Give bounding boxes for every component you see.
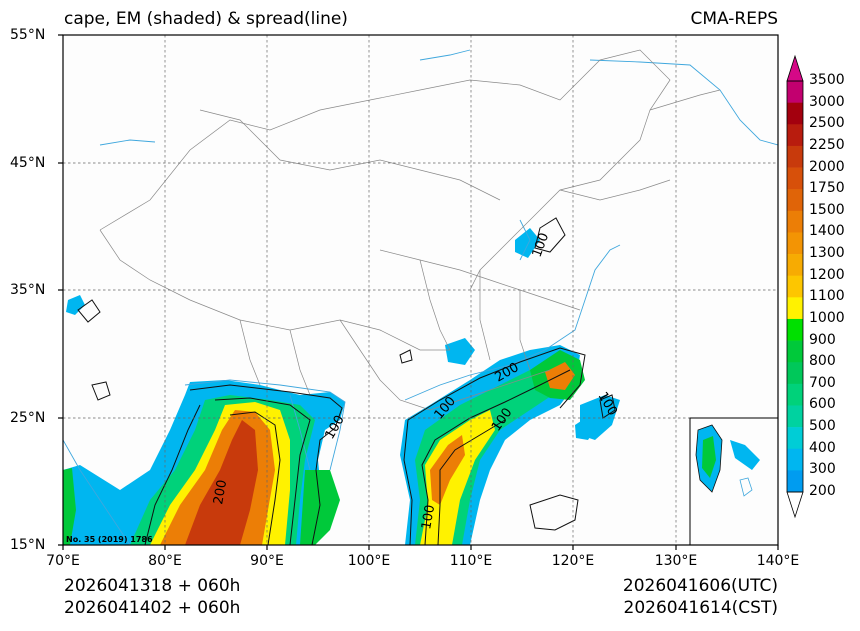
colorbar-label: 1000	[809, 309, 845, 326]
colorbar-segment	[787, 210, 803, 233]
colorbar-segment	[787, 232, 803, 255]
model-name: CMA-REPS	[690, 9, 778, 29]
lon-label: 70°E	[46, 553, 80, 569]
colorbar-label: 800	[809, 353, 836, 370]
colorbar-segment	[787, 145, 803, 168]
cape-region-korea-south	[575, 415, 598, 440]
cape-region-scs-high	[420, 410, 495, 545]
colorbar-label: 400	[809, 439, 836, 456]
scs-inset	[689, 417, 779, 546]
colorbar-label: 200	[809, 483, 836, 499]
lon-label: 110°E	[449, 553, 493, 569]
colorbar	[786, 54, 804, 519]
spread-contours	[77, 217, 616, 545]
lat-label: 35°N	[10, 282, 46, 298]
lon-label: 130°E	[654, 553, 698, 569]
colorbar-label: 1500	[809, 201, 845, 218]
contour-label: 100	[419, 504, 438, 531]
colorbar-segment	[787, 340, 803, 363]
lon-label: 120°E	[551, 553, 595, 569]
valid-time-cst: 2026041614(CST)	[623, 598, 778, 618]
cape-region-north	[515, 228, 540, 258]
colorbar-label: 500	[809, 418, 836, 435]
colorbar-label: 2250	[809, 136, 845, 153]
init-time-cst: 2026041402 + 060h	[64, 598, 241, 618]
lon-label: 140°E	[756, 553, 800, 569]
colorbar-segment	[787, 254, 803, 276]
lon-label: 90°E	[250, 553, 284, 569]
colorbar-segment	[787, 81, 803, 103]
colorbar-label: 600	[809, 396, 836, 413]
colorbar-segment	[787, 102, 803, 125]
cape-region-lake	[445, 338, 475, 365]
colorbar-bottom-arrow	[786, 491, 804, 519]
colorbar-segment	[787, 167, 803, 190]
colorbar-segment	[787, 124, 803, 147]
colorbar-segment	[787, 405, 803, 428]
lat-label: 25°N	[10, 410, 46, 426]
lat-label: 55°N	[10, 27, 46, 43]
cape-region-west	[66, 295, 85, 315]
cape-region-left-edge	[63, 468, 76, 545]
cape-shading	[63, 228, 620, 545]
colorbar-segment	[787, 318, 803, 341]
map-title: cape, EM (shaded) & spread(line)	[64, 9, 348, 29]
colorbar-segment	[787, 383, 803, 406]
lon-label: 100°E	[347, 553, 391, 569]
colorbar-segment	[787, 297, 803, 320]
lat-label: 15°N	[10, 537, 46, 553]
map-approval-number: No. 35 (2019) 1786	[66, 535, 153, 544]
colorbar-label: 1200	[809, 266, 845, 283]
graticule	[63, 35, 778, 545]
colorbar-label: 1400	[809, 223, 845, 240]
colorbar-label: 2500	[809, 115, 845, 132]
colorbar-segment	[787, 448, 803, 471]
colorbar-top-arrow	[786, 54, 804, 82]
colorbar-label: 1750	[809, 180, 845, 197]
colorbar-segment	[787, 189, 803, 212]
colorbar-label: 2000	[809, 158, 845, 175]
lat-label: 45°N	[10, 155, 46, 171]
colorbar-label: 3000	[809, 93, 845, 110]
valid-time-utc: 2026041606(UTC)	[622, 576, 778, 596]
colorbar-label: 700	[809, 374, 836, 391]
init-time-utc: 2026041318 + 060h	[64, 576, 241, 596]
colorbar-segment	[787, 427, 803, 450]
cape-region-ecoast-core	[545, 362, 575, 390]
cape-region-bengal-core	[185, 420, 258, 545]
axes-frame	[58, 34, 779, 550]
colorbar-label: 1100	[809, 288, 845, 305]
borders	[99, 49, 721, 411]
colorbar-segment	[787, 362, 803, 385]
colorbar-label: 300	[809, 461, 836, 478]
colorbar-label: 900	[809, 331, 836, 348]
colorbar-segment	[787, 275, 803, 298]
colorbar-label: 3500	[809, 72, 845, 88]
cape-region-scs-peak	[430, 435, 465, 505]
colorbar-segment	[787, 470, 803, 493]
lon-label: 80°E	[148, 553, 182, 569]
contour-label: 200	[211, 479, 230, 506]
colorbar-label: 1300	[809, 245, 845, 262]
